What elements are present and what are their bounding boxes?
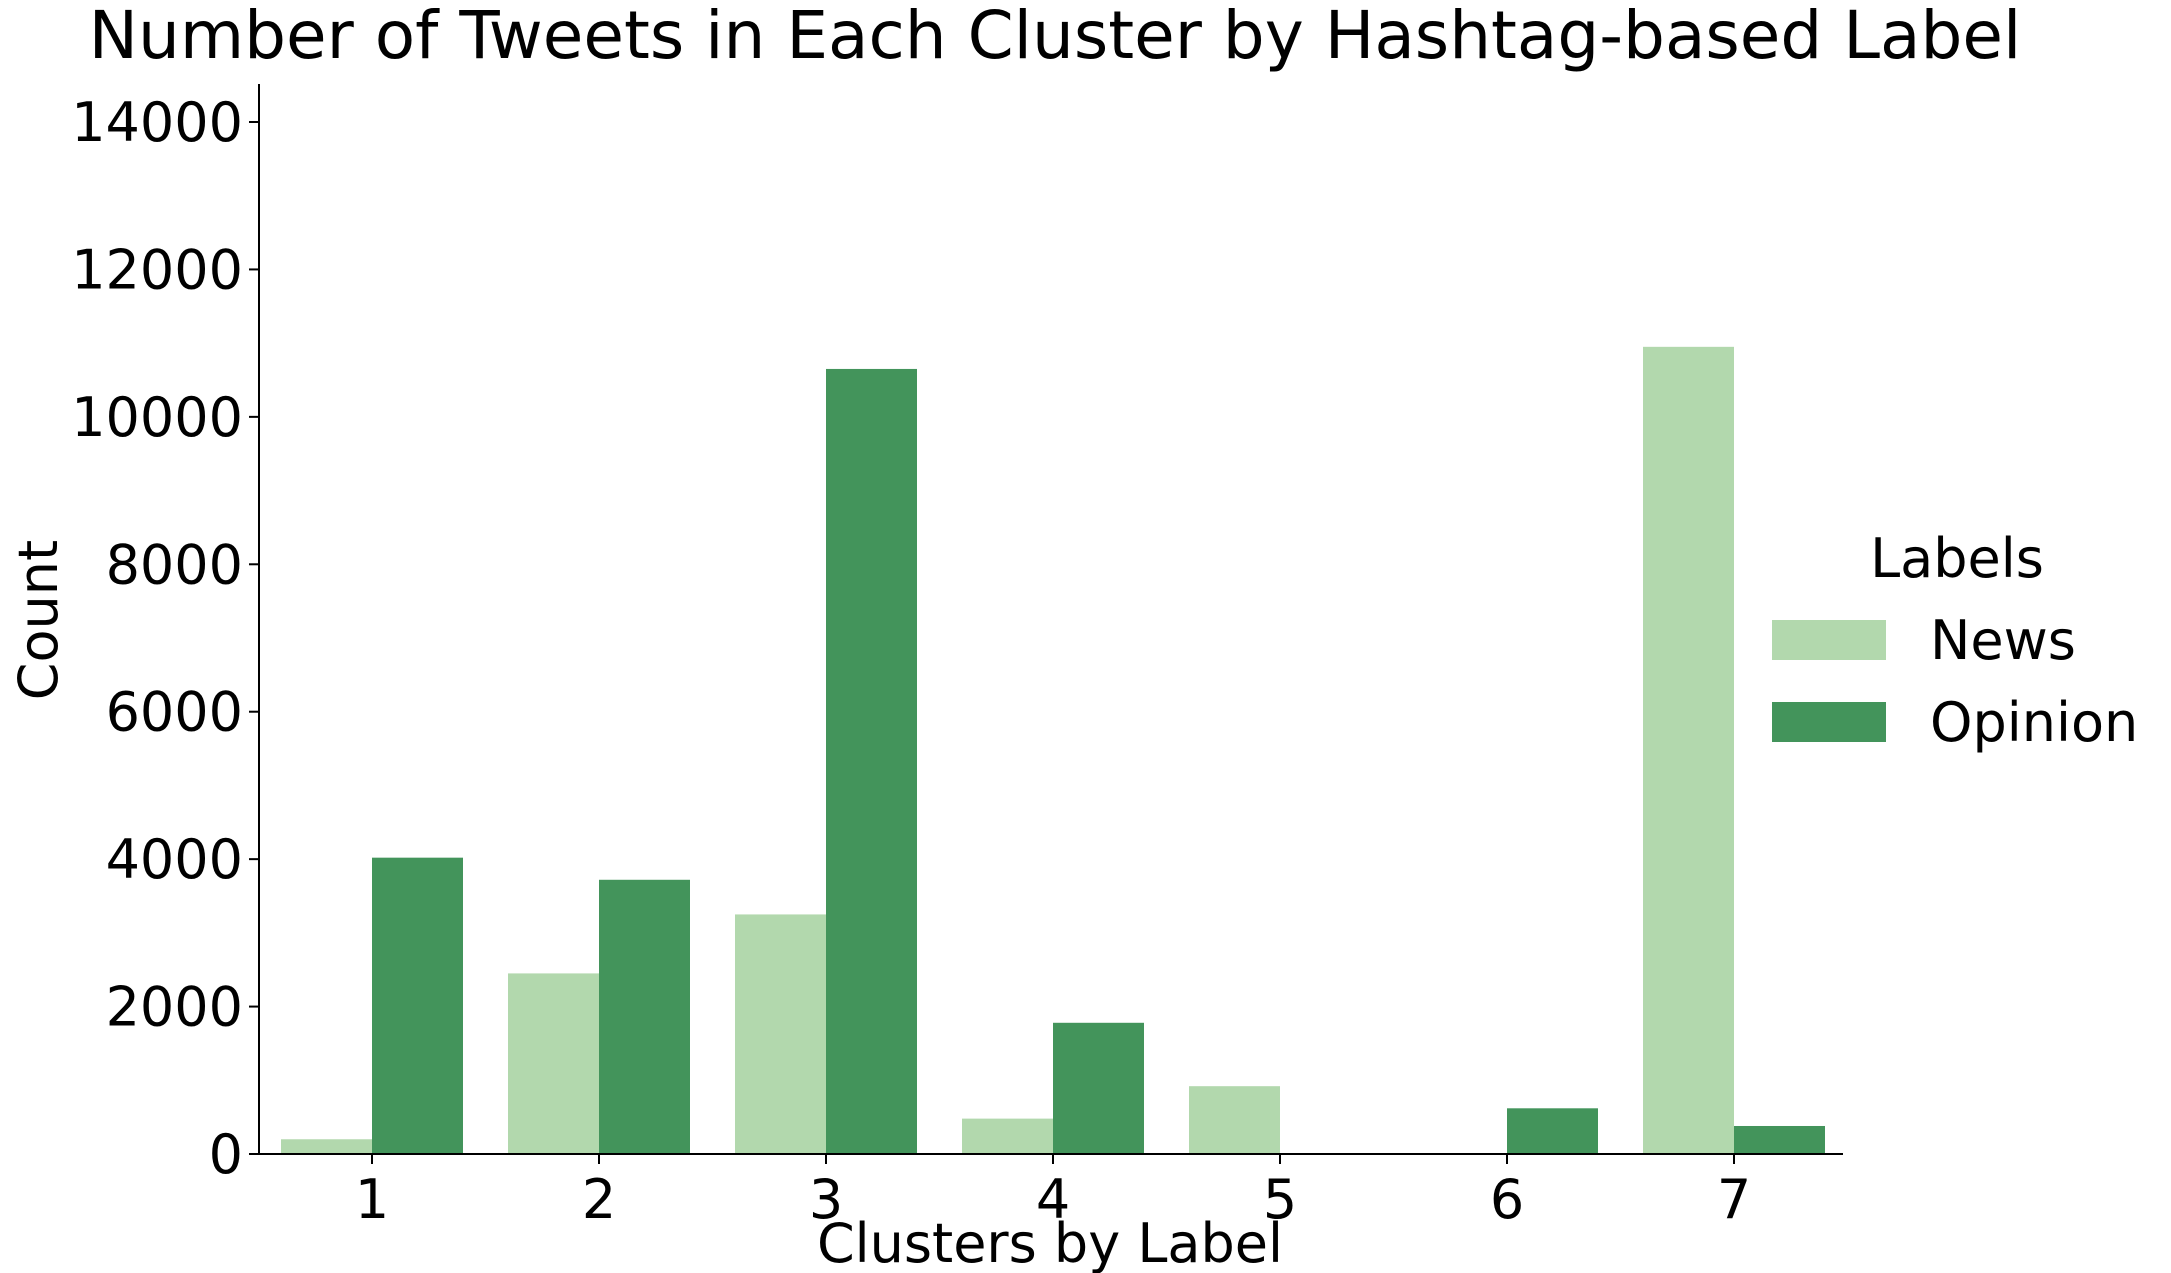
bar-news-cluster-3 [735,914,826,1154]
y-ticks-group: 0 2000 4000 6000 8000 10000 12000 14000 [71,91,259,1186]
x-tick-label: 2 [582,1168,616,1231]
chart-title: Number of Tweets in Each Cluster by Hash… [89,0,2022,74]
x-tick-label: 3 [809,1168,843,1231]
bar-opinion-cluster-4 [1053,1022,1144,1154]
bar-opinion-cluster-1 [372,857,463,1154]
y-tick-label: 14000 [71,91,243,154]
bar-opinion-cluster-7 [1734,1125,1825,1154]
y-tick-label: 6000 [106,681,243,744]
bar-opinion-cluster-2 [599,879,690,1154]
legend: Labels News Opinion [1772,527,2138,754]
y-tick-label: 4000 [106,828,243,891]
bar-opinion-cluster-6 [1507,1108,1598,1154]
bars-group [281,346,1825,1154]
x-tick-label: 5 [1263,1168,1297,1231]
x-tick-label: 7 [1717,1168,1751,1231]
legend-label-opinion: Opinion [1930,691,2138,754]
x-tick-label: 6 [1490,1168,1524,1231]
x-tick-label: 1 [355,1168,389,1231]
legend-swatch-news [1772,620,1886,660]
bar-news-cluster-5 [1189,1086,1280,1154]
legend-label-news: News [1930,609,2076,672]
legend-title: Labels [1870,527,2044,590]
bar-news-cluster-1 [281,1139,372,1154]
y-tick-label: 12000 [71,238,243,301]
x-axis-label: Clusters by Label [817,1212,1283,1273]
bar-news-cluster-7 [1643,346,1734,1154]
y-tick-label: 8000 [106,533,243,596]
y-tick-label: 2000 [106,976,243,1039]
x-ticks-group: 1 2 3 4 5 6 7 [355,1154,1751,1231]
bar-news-cluster-2 [508,973,599,1154]
y-tick-label: 10000 [71,386,243,449]
legend-swatch-opinion [1772,702,1886,742]
bar-news-cluster-4 [962,1118,1053,1154]
bar-opinion-cluster-3 [826,368,917,1154]
y-tick-label: 0 [209,1123,243,1186]
x-tick-label: 4 [1036,1168,1070,1231]
y-axis-label: Count [7,540,70,700]
